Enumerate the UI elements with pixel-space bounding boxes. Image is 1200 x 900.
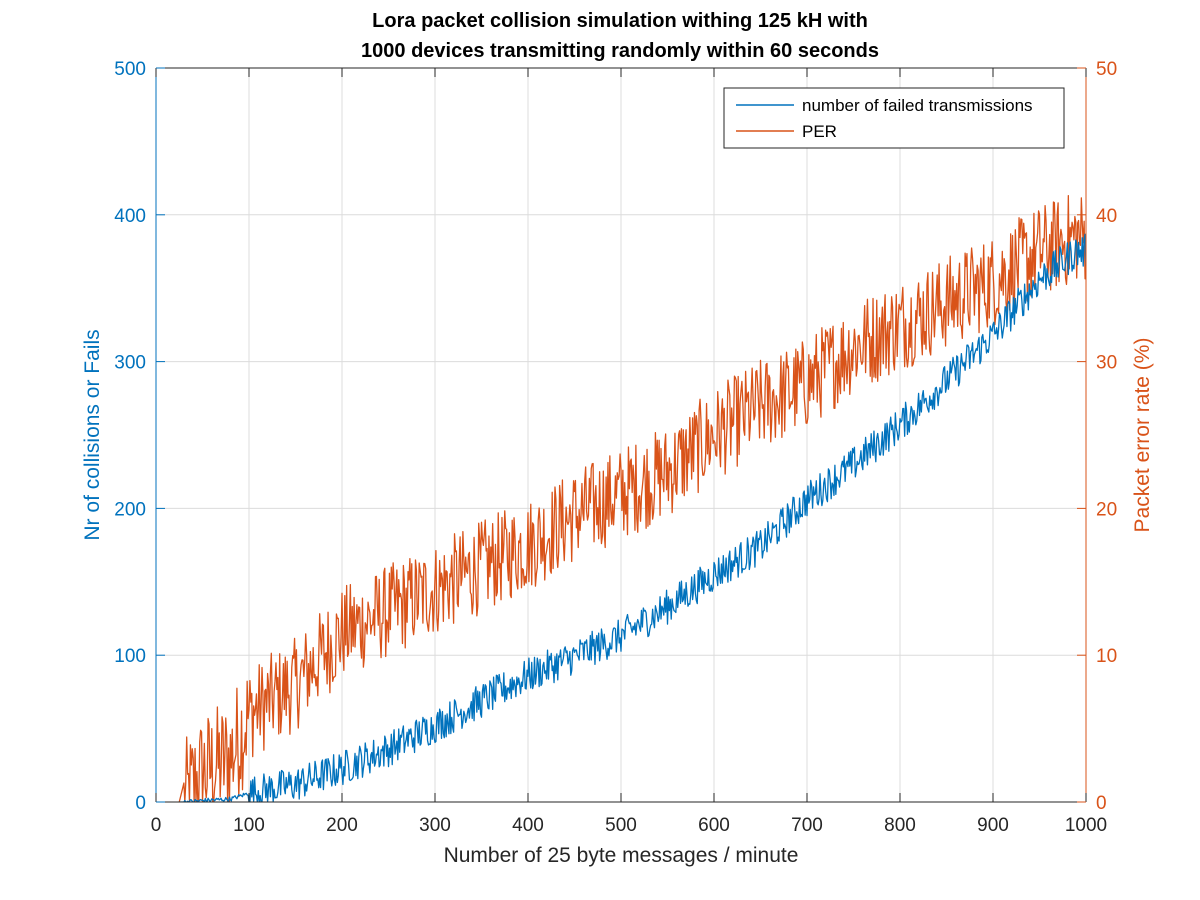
- legend-entry-label: number of failed transmissions: [802, 96, 1033, 115]
- x-tick-label: 400: [512, 815, 544, 836]
- series-line-failed-transmissions: [179, 233, 1086, 802]
- chart-title: Lora packet collision simulation withing…: [361, 10, 879, 62]
- chart-title-line-1: Lora packet collision simulation withing…: [372, 10, 868, 32]
- y-left-tick-label: 500: [114, 59, 146, 80]
- y-left-tick-label: 400: [114, 206, 146, 227]
- y-right-tick-label: 0: [1096, 793, 1107, 814]
- legend-entry-label: PER: [802, 122, 837, 141]
- y-left-tick-label: 200: [114, 499, 146, 520]
- y-left-tick-label: 300: [114, 353, 146, 374]
- x-tick-label: 200: [326, 815, 358, 836]
- y-axis-left-label: Nr of collisions or Fails: [81, 329, 104, 540]
- x-tick-label: 800: [884, 815, 916, 836]
- y-right-tick-label: 30: [1096, 353, 1117, 374]
- x-tick-label: 500: [605, 815, 637, 836]
- x-tick-label: 1000: [1065, 815, 1107, 836]
- legend-box: [723, 87, 1065, 149]
- y-axis-right-label: Packet error rate (%): [1131, 338, 1154, 533]
- y-right-tick-label: 40: [1096, 206, 1117, 227]
- chart-title-line-2: 1000 devices transmitting randomly withi…: [361, 40, 879, 62]
- series-layer: [178, 195, 1086, 802]
- x-tick-label: 300: [419, 815, 451, 836]
- x-axis-label: Number of 25 byte messages / minute: [444, 844, 799, 867]
- y-right-tick-label: 50: [1096, 59, 1117, 80]
- x-tick-label: 0: [151, 815, 162, 836]
- grid-lines: [156, 68, 1086, 802]
- x-tick-label: 100: [233, 815, 265, 836]
- y-left-tick-label: 100: [114, 646, 146, 667]
- y-right-tick-label: 10: [1096, 646, 1117, 667]
- x-tick-label: 600: [698, 815, 730, 836]
- legend: number of failed transmissions PER: [723, 87, 1065, 149]
- x-tick-label: 900: [977, 815, 1009, 836]
- series-line-per: [178, 195, 1086, 802]
- y-right-tick-label: 20: [1096, 499, 1117, 520]
- y-left-tick-label: 0: [135, 793, 146, 814]
- tick-labels: 0 100 200 300 400 500 600 700 800 900 100001002003…: [114, 59, 1117, 836]
- x-tick-label: 700: [791, 815, 823, 836]
